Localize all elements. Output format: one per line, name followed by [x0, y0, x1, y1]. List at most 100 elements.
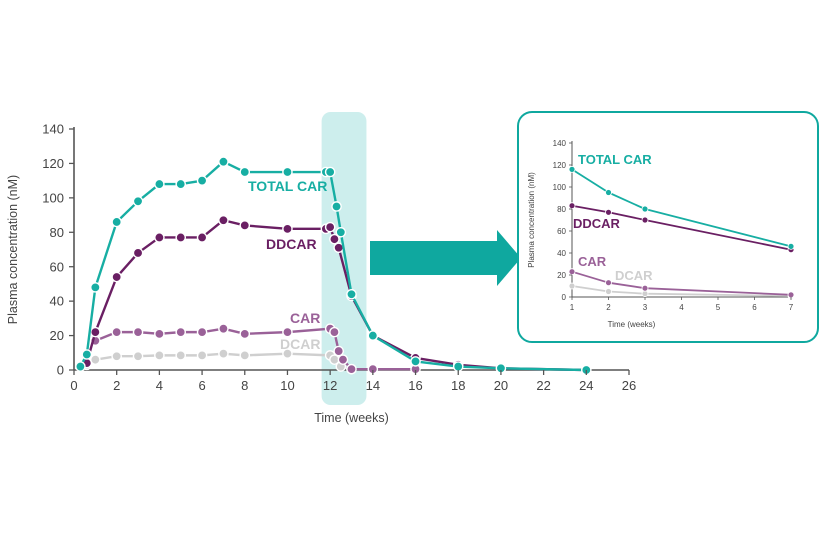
data-point-ddcar — [175, 232, 187, 243]
data-point-dcar — [90, 354, 101, 365]
inset-x-axis-label: Time (weeks) — [608, 320, 656, 329]
series-line-ddcar — [571, 204, 792, 251]
x-tick-label: 6 — [198, 378, 205, 393]
data-point-total-car — [218, 156, 229, 168]
data-point-total-car — [335, 226, 347, 238]
data-point-car — [239, 328, 251, 340]
data-point-ddcar — [605, 208, 612, 216]
series-label-dcar: DCAR — [280, 336, 320, 352]
series-label-total-car: TOTAL CAR — [248, 178, 327, 194]
data-point-car — [605, 279, 612, 287]
data-point-dcar — [218, 348, 229, 359]
data-point-car — [346, 363, 357, 375]
data-point-car — [282, 326, 293, 338]
x-tick-label: 24 — [579, 378, 593, 393]
x-tick-label: 12 — [323, 378, 337, 393]
data-point-total-car — [568, 165, 576, 173]
series-car — [90, 323, 421, 375]
data-point-car — [175, 326, 187, 338]
data-point-ddcar — [132, 247, 144, 259]
data-point-total-car — [81, 349, 93, 360]
data-point-ddcar — [111, 271, 122, 283]
y-tick-label: 100 — [553, 183, 567, 192]
data-point-ddcar — [90, 326, 101, 338]
x-tick-label: 18 — [451, 378, 465, 393]
data-point-ddcar — [641, 216, 649, 224]
data-point-dcar — [239, 350, 251, 361]
x-tick-label: 3 — [643, 303, 648, 312]
data-point-ddcar — [324, 221, 336, 233]
data-point-dcar — [132, 350, 144, 362]
inset-y-axis-label: Plasma concentration (nM) — [527, 172, 536, 268]
y-tick-label: 40 — [557, 249, 566, 258]
x-tick-label: 7 — [789, 303, 794, 312]
data-point-ddcar — [568, 202, 576, 210]
data-point-car — [196, 326, 208, 338]
data-point-dcar — [111, 350, 122, 362]
data-point-total-car — [367, 330, 379, 341]
series-car — [568, 268, 795, 299]
data-point-total-car — [154, 178, 165, 190]
data-point-dcar — [175, 350, 187, 361]
data-point-total-car — [787, 242, 795, 250]
data-point-car — [154, 328, 165, 340]
data-point-car — [337, 354, 349, 365]
data-point-total-car — [196, 175, 208, 186]
data-point-ddcar — [282, 223, 293, 235]
x-tick-label: 2 — [606, 303, 611, 312]
data-point-dcar — [282, 348, 293, 359]
x-tick-label: 16 — [408, 378, 422, 393]
data-point-ddcar — [329, 233, 340, 245]
data-point-total-car — [111, 216, 122, 228]
data-point-car — [641, 284, 649, 292]
inset-series-label-ddcar: DDCAR — [573, 216, 621, 231]
series-line-car — [571, 270, 792, 296]
data-point-car — [329, 326, 340, 338]
series-line-total-car — [571, 168, 792, 248]
data-point-total-car — [75, 361, 86, 372]
y-tick-label: 0 — [57, 363, 64, 378]
x-tick-label: 1 — [570, 303, 575, 312]
x-tick-label: 20 — [494, 378, 508, 393]
data-point-total-car — [641, 205, 649, 213]
data-point-total-car — [331, 201, 342, 212]
x-tick-label: 4 — [156, 378, 163, 393]
data-point-total-car — [132, 195, 144, 207]
x-tick-label: 5 — [716, 303, 721, 312]
y-tick-label: 80 — [50, 225, 64, 240]
series-label-ddcar: DDCAR — [266, 236, 317, 252]
x-tick-label: 4 — [679, 303, 684, 312]
x-tick-label: 10 — [280, 378, 294, 393]
y-tick-label: 140 — [553, 139, 567, 148]
y-tick-label: 100 — [42, 190, 64, 205]
inset-series-label-total-car: TOTAL CAR — [578, 152, 652, 167]
data-point-car — [218, 323, 229, 334]
x-tick-label: 6 — [752, 303, 757, 312]
inset-frame — [517, 111, 819, 343]
x-tick-label: 14 — [366, 378, 380, 393]
data-point-ddcar — [218, 214, 229, 226]
inset-series-label-dcar: DCAR — [615, 268, 653, 283]
data-point-car — [111, 326, 122, 338]
x-tick-label: 2 — [113, 378, 120, 393]
data-point-dcar — [154, 350, 165, 361]
data-point-total-car — [410, 356, 421, 367]
series-line-dcar — [571, 285, 792, 297]
data-point-total-car — [452, 361, 464, 372]
x-tick-label: 0 — [70, 378, 77, 393]
y-tick-label: 120 — [553, 161, 567, 170]
data-point-total-car — [282, 166, 293, 178]
data-point-car — [568, 268, 576, 276]
x-tick-label: 22 — [536, 378, 550, 393]
data-point-total-car — [346, 288, 357, 300]
inset-chart: 0 20 40 60 80 100 120 140 1 2 3 4 5 6 7 Time (weeks) P… — [527, 139, 795, 329]
data-point-total-car — [90, 282, 101, 293]
y-tick-label: 60 — [557, 227, 566, 236]
data-point-dcar — [605, 288, 612, 295]
y-axis-label: Plasma concentration (nM) — [6, 175, 20, 324]
y-tick-label: 80 — [557, 205, 566, 214]
y-tick-label: 140 — [42, 122, 64, 137]
zoom-arrow-icon — [370, 230, 521, 286]
y-tick-label: 0 — [562, 293, 567, 302]
